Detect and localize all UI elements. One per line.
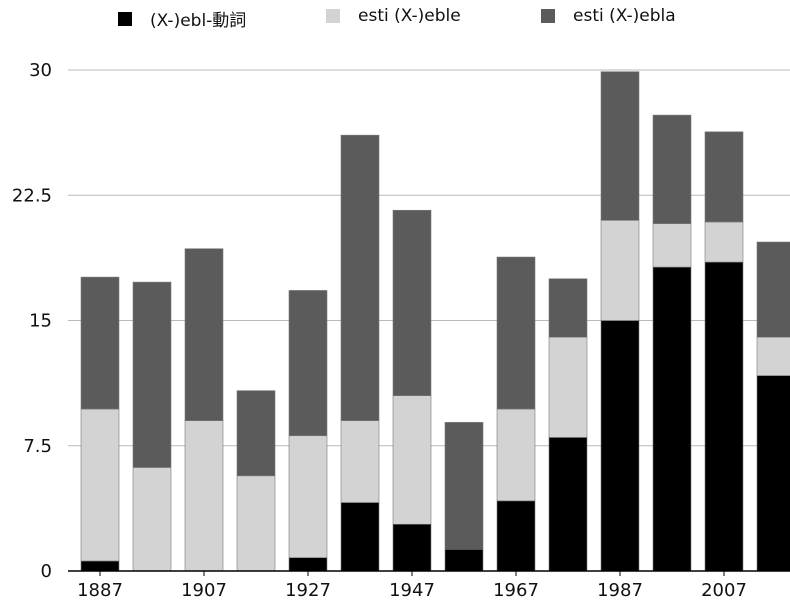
- y-tick-label: 30: [29, 60, 52, 81]
- y-tick-label: 15: [29, 311, 52, 332]
- bar-2007-series-3: [704, 131, 744, 223]
- legend-swatch-series-3: [541, 9, 555, 23]
- bars: [80, 71, 790, 572]
- bar-1907-series-3: [184, 248, 224, 421]
- bar-2017-series-3: [756, 241, 790, 338]
- bar-1927-series-3: [288, 290, 328, 437]
- bar-1927-series-2: [288, 435, 328, 558]
- bar-2017-series-2: [756, 336, 790, 376]
- bar-1897-series-3: [132, 281, 172, 468]
- bar-1917-series-3: [236, 390, 276, 477]
- legend-item-series-3: esti (X-)ebla: [541, 6, 676, 26]
- x-tick-label: 2007: [701, 580, 747, 600]
- bar-1937-series-1: [340, 502, 380, 572]
- legend-label-series-3: esti (X-)ebla: [573, 6, 676, 26]
- bar-1907-series-2: [184, 420, 224, 572]
- y-tick-labels: 0 7.5 15 22.5 30: [12, 60, 52, 582]
- legend-swatch-series-2: [326, 9, 340, 23]
- legend-label-series-1: (X-)ebl-動詞: [150, 11, 247, 31]
- bar-1887-series-1: [80, 560, 120, 572]
- bar-1947-series-3: [392, 209, 432, 396]
- bar-1997-series-3: [652, 114, 692, 224]
- bar-2007-series-1: [704, 261, 744, 572]
- x-tick-labels: 1887 1907 1927 1947 1967 1987 2007: [77, 571, 747, 600]
- legend-label-series-2: esti (X-)eble: [358, 6, 461, 26]
- bar-1957-series-3: [444, 422, 484, 550]
- bar-1967-series-1: [496, 500, 536, 572]
- bar-1917-series-2: [236, 475, 276, 572]
- bar-1897-series-2: [132, 467, 172, 572]
- y-tick-label: 0: [41, 561, 52, 582]
- bar-1967-series-2: [496, 408, 536, 502]
- y-tick-label: 22.5: [12, 185, 52, 206]
- bar-1977-series-3: [548, 278, 588, 338]
- bar-1977-series-2: [548, 336, 588, 438]
- bar-2017-series-1: [756, 375, 790, 572]
- bar-1987-series-3: [600, 71, 640, 221]
- y-tick-label: 7.5: [23, 436, 52, 457]
- x-tick-label: 1907: [181, 580, 227, 600]
- bar-2007-series-2: [704, 221, 744, 263]
- bar-1997-series-2: [652, 223, 692, 268]
- legend: (X-)ebl-動詞 esti (X-)eble esti (X-)ebla: [0, 6, 790, 31]
- x-tick-label: 1887: [77, 580, 123, 600]
- x-tick-label: 1927: [285, 580, 331, 600]
- bar-1937-series-3: [340, 134, 380, 422]
- x-tick-label: 1947: [389, 580, 435, 600]
- bar-1977-series-1: [548, 437, 588, 572]
- legend-item-series-2: esti (X-)eble: [326, 6, 461, 26]
- bar-1987-series-1: [600, 320, 640, 572]
- bar-1887-series-3: [80, 276, 120, 410]
- bar-1957-series-1: [444, 548, 484, 572]
- bar-1947-series-2: [392, 395, 432, 525]
- bar-1887-series-2: [80, 408, 120, 562]
- bar-1987-series-2: [600, 220, 640, 321]
- legend-item-series-1: (X-)ebl-動詞: [118, 6, 246, 31]
- bar-1967-series-3: [496, 256, 536, 410]
- legend-swatch-series-1: [118, 11, 132, 26]
- bar-1937-series-2: [340, 420, 380, 503]
- x-tick-label: 1967: [493, 580, 539, 600]
- bar-1997-series-1: [652, 266, 692, 572]
- bar-1947-series-1: [392, 523, 432, 572]
- x-tick-label: 1987: [597, 580, 643, 600]
- bar-1927-series-1: [288, 557, 328, 572]
